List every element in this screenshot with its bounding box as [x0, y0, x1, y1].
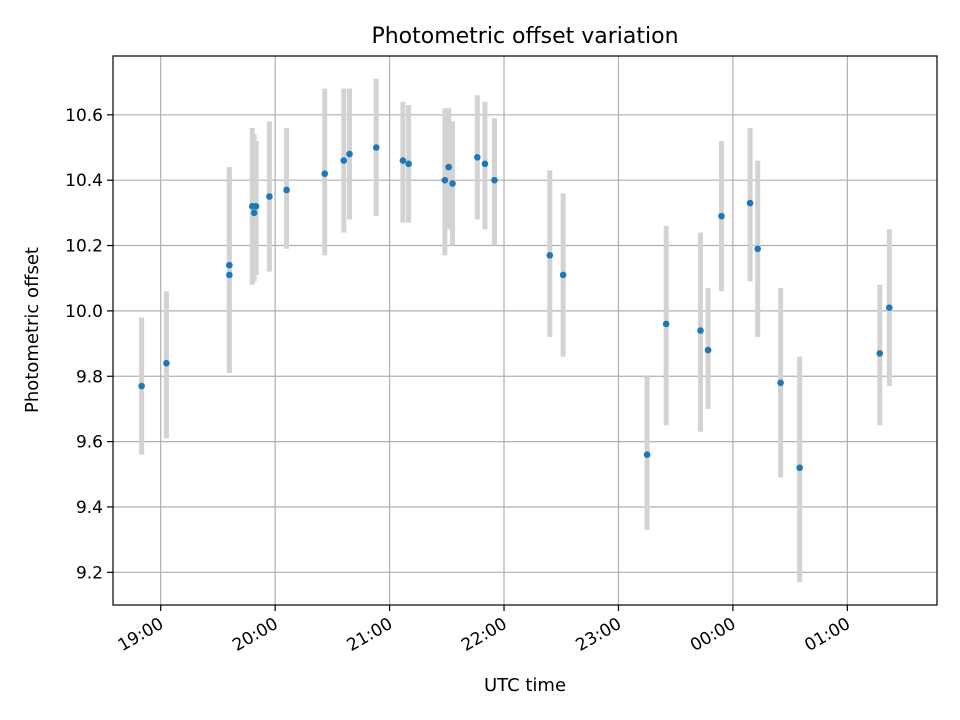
data-point [754, 245, 762, 253]
data-point [340, 157, 348, 164]
data-point [876, 350, 884, 357]
data-point [346, 150, 353, 158]
data-point [266, 193, 273, 200]
y-tick-label: 10.6 [65, 106, 103, 126]
data-point [226, 261, 233, 269]
data-point [559, 271, 567, 279]
data-point [474, 154, 481, 161]
y-tick-label: 9.6 [76, 433, 103, 453]
data-point [796, 464, 803, 472]
data-point [704, 346, 712, 354]
data-point [445, 163, 453, 171]
x-axis-label: UTC time [484, 675, 566, 696]
x-tick-label: 21:00 [344, 614, 396, 656]
data-point [283, 186, 290, 194]
data-point [746, 199, 754, 207]
data-point [481, 160, 489, 168]
data-point [252, 203, 260, 210]
y-tick-label: 10.0 [65, 302, 103, 322]
x-tick-label: 22:00 [458, 614, 510, 656]
y-tick-label: 9.4 [76, 498, 103, 518]
data-point [546, 252, 554, 259]
x-tick-label: 23:00 [573, 614, 625, 656]
data-point [138, 382, 145, 390]
data-point [697, 327, 704, 334]
y-tick-label: 10.2 [65, 237, 103, 257]
plot-frame [112, 55, 938, 606]
y-tick-label: 9.8 [76, 367, 103, 387]
data-point [405, 160, 412, 168]
chart-title: Photometric offset variation [371, 24, 678, 49]
y-axis-label: Photometric offset [22, 247, 43, 413]
data-point [777, 379, 784, 387]
x-tick-label: 19:00 [115, 614, 167, 656]
y-tick-label: 10.4 [65, 171, 103, 191]
x-axis-ticks: 19:00 20:00 21:00 22:00 23:00 00:00 01:00 [115, 605, 854, 656]
data-point [321, 170, 329, 177]
y-tick-label: 9.2 [76, 563, 103, 583]
data-point [491, 176, 498, 184]
y-axis-ticks: 9.2 9.4 9.6 9.8 10.0 10.2 10.4 10.6 [65, 106, 113, 583]
data-point [163, 359, 170, 367]
x-tick-label: 00:00 [687, 614, 739, 656]
grid [113, 56, 937, 605]
data-point [886, 304, 893, 311]
data-point [226, 271, 233, 279]
data-points [138, 144, 893, 472]
x-tick-label: 01:00 [801, 614, 853, 656]
data-point [449, 180, 456, 187]
data-point [643, 451, 651, 458]
data-point [662, 320, 670, 328]
data-point [372, 144, 380, 151]
x-tick-label: 20:00 [229, 614, 281, 656]
data-point [399, 157, 407, 164]
data-point [718, 212, 725, 220]
data-point [441, 176, 449, 184]
data-point [250, 209, 258, 217]
